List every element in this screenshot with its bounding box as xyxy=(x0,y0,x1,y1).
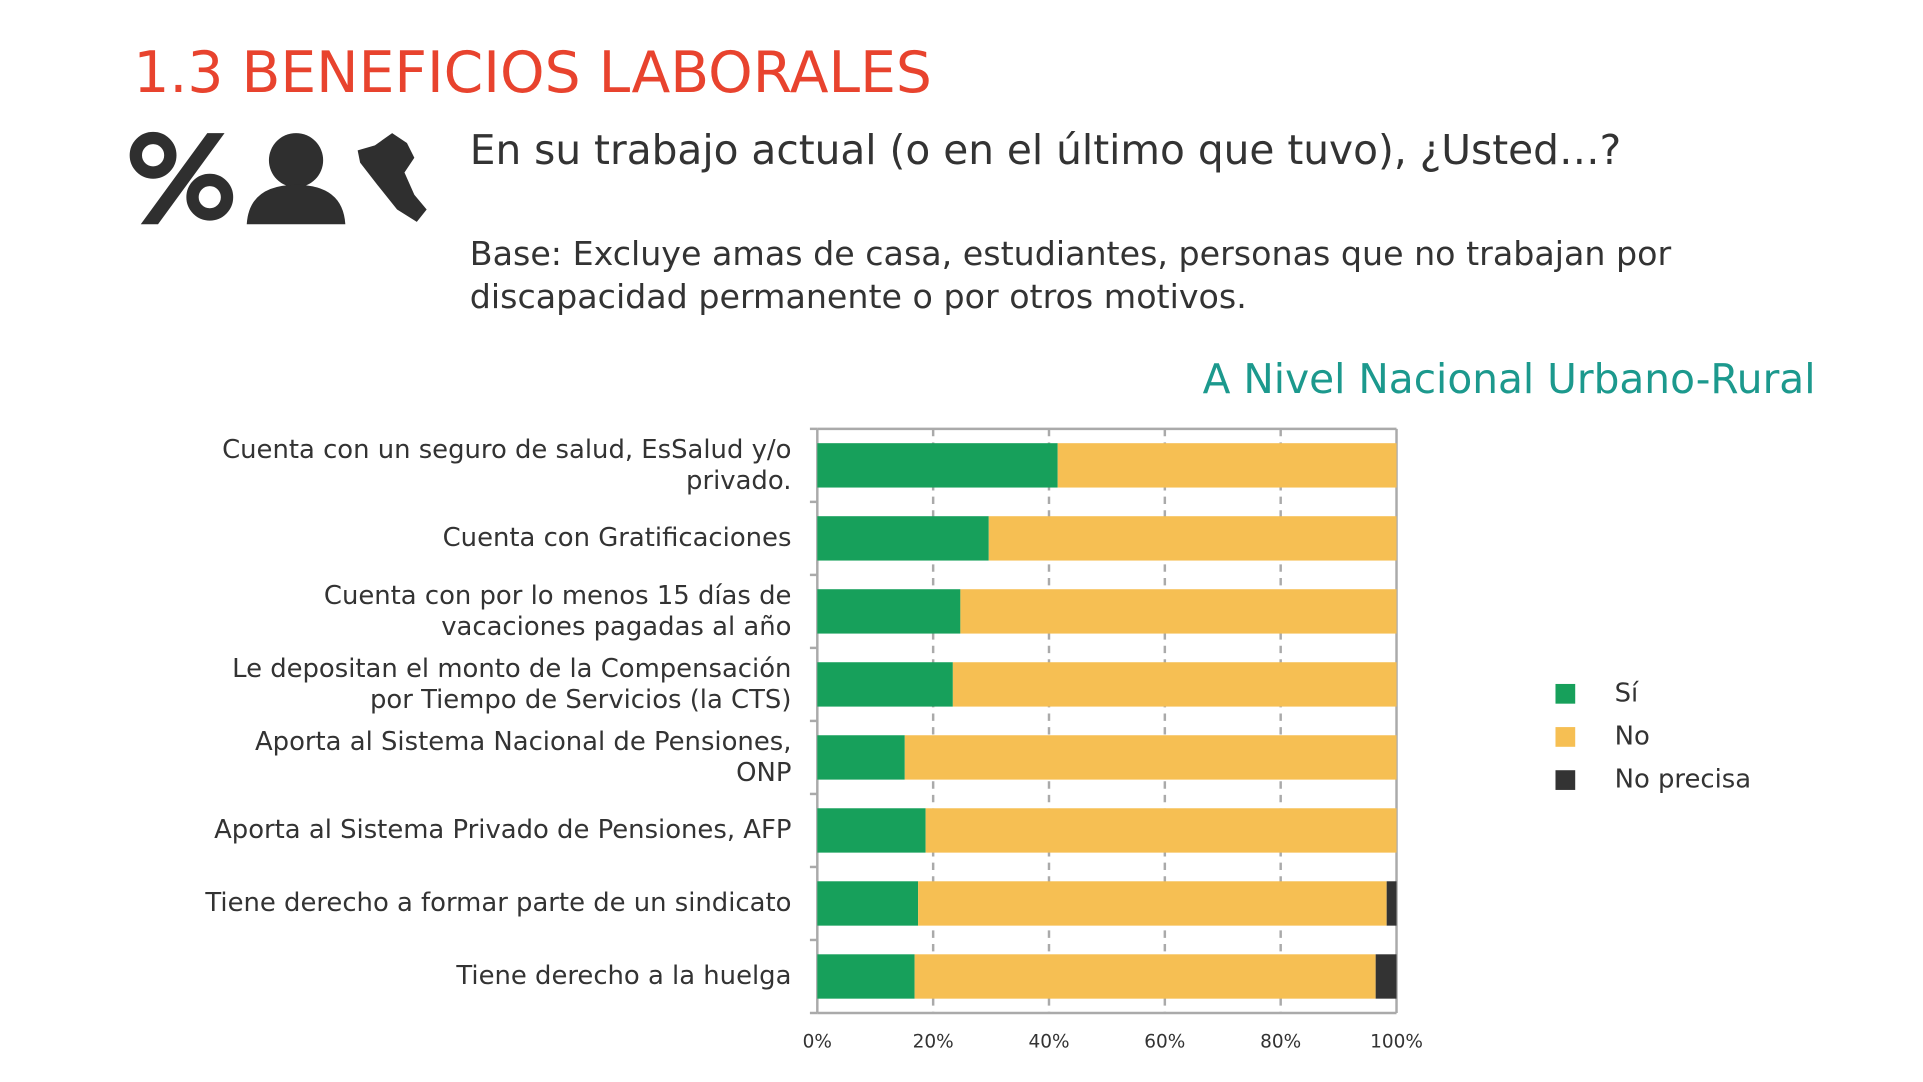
x-tick-label: 20% xyxy=(913,1032,954,1053)
legend-label: No xyxy=(1615,721,1650,751)
y-tick-label: Tiene derecho a la huelga xyxy=(455,961,791,991)
y-tick-label: Aporta al Sistema Nacional de Pensiones,… xyxy=(255,727,791,788)
bar-segment xyxy=(817,443,1058,488)
y-tick-label: Cuenta con un seguro de salud, EsSalud y… xyxy=(222,434,791,495)
base-note: Base: Excluye amas de casa, estudiantes,… xyxy=(470,234,1672,316)
bar-segment xyxy=(1386,881,1397,926)
chart-title: 1.3 BENEFICIOS LABORALES xyxy=(133,40,932,106)
bar-segment xyxy=(817,954,915,999)
y-tick-label: Aporta al Sistema Privado de Pensiones, … xyxy=(214,815,791,845)
bar-segment xyxy=(904,735,1397,780)
legend-label: Sí xyxy=(1615,678,1639,708)
bar-segment xyxy=(1057,443,1397,488)
legend-swatch xyxy=(1555,727,1576,747)
bar-segment xyxy=(817,589,961,634)
bar-segment xyxy=(817,808,926,853)
bar-segment xyxy=(925,808,1397,853)
bar-segment xyxy=(817,516,989,561)
bar-segment xyxy=(918,881,1387,926)
x-tick-label: 60% xyxy=(1144,1032,1185,1053)
x-tick-label: 40% xyxy=(1028,1032,1069,1053)
y-tick-label: Cuenta con Gratificaciones xyxy=(443,523,792,553)
bar-segment xyxy=(817,735,905,780)
question: En su trabajo actual (o en el último que… xyxy=(470,126,1621,174)
legend-swatch xyxy=(1555,770,1576,790)
chart-subtitle: A Nivel Nacional Urbano-Rural xyxy=(1203,355,1816,403)
bar-segment xyxy=(988,516,1397,561)
bar-segment xyxy=(817,881,919,926)
x-tick-label: 100% xyxy=(1370,1032,1423,1053)
legend-label: No precisa xyxy=(1615,765,1751,795)
bar-segment xyxy=(960,589,1397,634)
y-tick-label: Tiene derecho a formar parte de un sindi… xyxy=(204,888,791,918)
bar-segment xyxy=(952,662,1397,707)
y-tick-label: Cuenta con por lo menos 15 días de vacaci… xyxy=(324,580,792,641)
x-tick-label: 80% xyxy=(1260,1032,1301,1053)
y-tick-label: Le depositan el monto de la Compensación… xyxy=(232,654,791,715)
icons xyxy=(129,131,427,225)
legend-swatch xyxy=(1555,683,1576,704)
bar-segment xyxy=(1375,954,1397,999)
x-tick-label: 0% xyxy=(803,1032,832,1053)
bar-segment xyxy=(914,954,1376,999)
bar-segment xyxy=(817,662,953,707)
